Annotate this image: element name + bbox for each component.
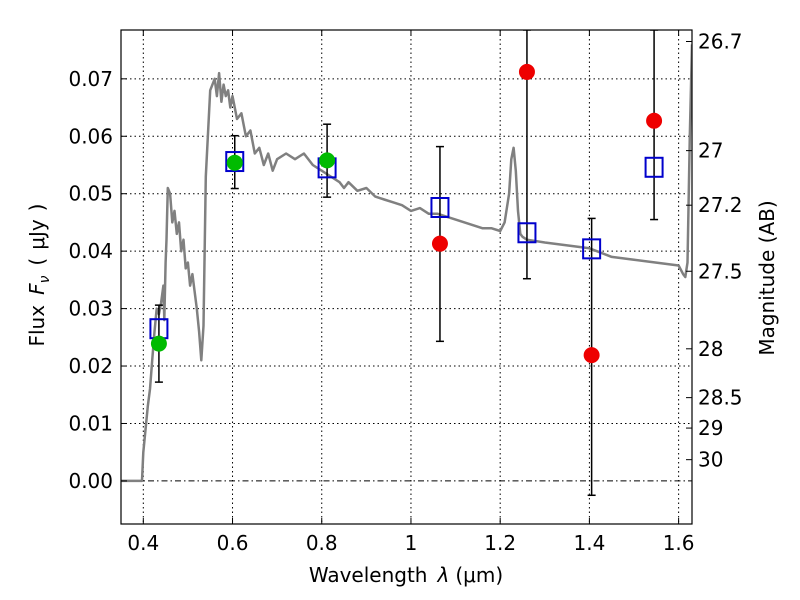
detection-point — [150, 335, 167, 352]
right-tick-label: 27.5 — [698, 259, 743, 283]
x-axis-label-symbol: λ — [437, 563, 450, 587]
low-sn-point — [518, 63, 535, 80]
right-tick-label: 27 — [698, 139, 723, 163]
low-sn-point — [583, 347, 600, 364]
right-tick-label: 28.5 — [698, 386, 743, 410]
low-sn-point — [646, 112, 663, 129]
sed-model-line — [121, 44, 692, 483]
x-tick-label: 0.8 — [306, 531, 338, 555]
detection-point — [226, 154, 243, 171]
x-tick-label: 1.4 — [573, 531, 605, 555]
model-photometry-square — [517, 222, 537, 244]
detection-point — [319, 152, 336, 169]
y-tick-label: 0.06 — [68, 124, 113, 148]
right-tick-label: 26.7 — [698, 29, 743, 53]
right-tick-label: 30 — [698, 448, 723, 472]
right-tick-label: 28 — [698, 337, 723, 361]
y-tick-label: 0.05 — [68, 182, 113, 206]
axis-ticks: 0.4 0.6 0.8 1 1.2 1.4 1.6 0.00 0.01 0.02 0.03 0.04 0… — [68, 29, 742, 555]
x-axis-label-text: Wavelength — [309, 563, 428, 587]
model-photometry-square — [582, 238, 602, 260]
y-tick-label: 0.02 — [68, 354, 113, 378]
x-axis-label: Wavelength λ (μm) — [309, 563, 503, 587]
grid — [121, 30, 692, 524]
x-tick-label: 1.6 — [663, 531, 695, 555]
y-axis-label-unit: μJy — [25, 219, 49, 250]
x-tick-label: 0.6 — [217, 531, 249, 555]
y-tick-label: 0.01 — [68, 411, 113, 435]
model-photometry-square — [430, 196, 450, 218]
y-tick-label: 0.03 — [68, 297, 113, 321]
plot-area — [121, 30, 692, 497]
y-tick-label: 0.00 — [68, 469, 113, 493]
x-tick-label: 1 — [405, 531, 418, 555]
y-axis-label-subscript: ν — [37, 275, 53, 283]
x-tick-label: 1.2 — [484, 531, 516, 555]
y-tick-label: 0.07 — [68, 67, 113, 91]
right-tick-label: 29 — [698, 416, 723, 440]
y-axis-label: Flux Fν ( μJy) — [25, 203, 53, 346]
axes-frame — [120, 29, 693, 525]
y-tick-label: 0.04 — [68, 239, 113, 263]
plot-marks — [121, 30, 692, 497]
right-tick-label: 27.2 — [698, 193, 743, 217]
x-axis-label-unit: (μm) — [455, 563, 503, 587]
low-sn-point — [431, 235, 448, 252]
y-axis-label-paren-close: ) — [25, 203, 49, 211]
y-axis-label-paren-open: ( — [25, 258, 49, 266]
y-axis-label-text: Flux — [25, 305, 49, 347]
right-axis-label: Magnitude (AB) — [755, 200, 779, 355]
x-tick-label: 0.4 — [127, 531, 159, 555]
y-axis-label-symbol: F — [25, 283, 49, 295]
model-photometry-square — [644, 156, 664, 178]
model-photometry-square — [225, 151, 245, 173]
